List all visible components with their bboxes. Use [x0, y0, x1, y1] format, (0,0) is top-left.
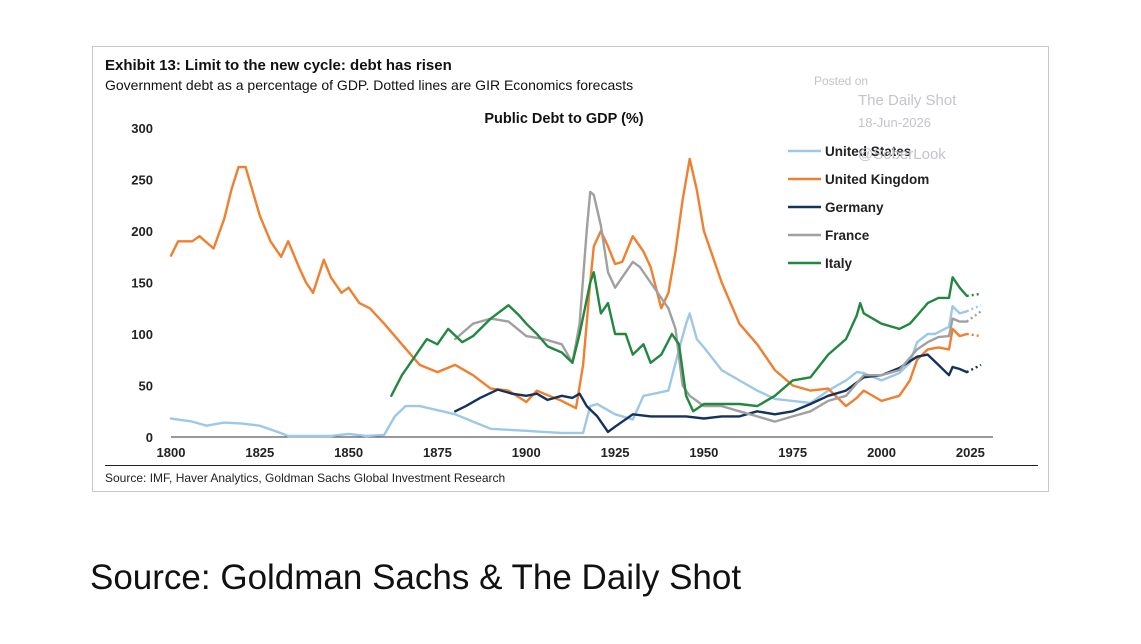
series-line-united-states: [169, 305, 968, 438]
y-tick-label: 100: [131, 327, 153, 342]
legend-label-united-states: United States: [825, 144, 911, 159]
series-line-france: [454, 190, 968, 423]
series-forecast-italy: [966, 292, 982, 298]
series-line-germany: [454, 353, 968, 434]
legend-label-italy: Italy: [825, 256, 853, 271]
chart-exhibit: Exhibit 13: Limit to the new cycle: debt…: [92, 46, 1049, 492]
series-forecast-united-states: [966, 304, 982, 313]
watermark-brand: The Daily Shot: [858, 92, 957, 109]
x-tick-label: 1950: [689, 445, 718, 460]
y-tick-label: 50: [139, 379, 153, 394]
footer-caption: Source: Goldman Sachs & The Daily Shot: [90, 558, 742, 597]
x-tick-label: 1925: [601, 445, 630, 460]
x-tick-label: 1875: [423, 445, 452, 460]
legend-label-germany: Germany: [825, 200, 884, 215]
x-tick-label: 1800: [157, 445, 186, 460]
series-line-italy: [390, 271, 968, 413]
x-tick-label: 2025: [956, 445, 985, 460]
y-tick-label: 200: [131, 224, 153, 239]
series-forecast-france: [966, 310, 982, 323]
x-tick-label: 1900: [512, 445, 541, 460]
source-divider: [105, 465, 1038, 466]
exhibit-subtitle: Government debt as a percentage of GDP. …: [105, 77, 634, 93]
x-tick-label: 2000: [867, 445, 896, 460]
y-tick-label: 150: [131, 276, 153, 291]
x-tick-label: 1850: [334, 445, 363, 460]
line-chart: Public Debt to GDP (%) 0 50 100 150 200 250 300…: [131, 111, 993, 460]
watermark-handle: @SoberLook: [858, 146, 946, 163]
chart-title: Public Debt to GDP (%): [484, 111, 643, 127]
exhibit-title: Exhibit 13: Limit to the new cycle: debt…: [105, 57, 452, 74]
series-forecast-united-kingdom: [966, 332, 982, 338]
watermark-posted-on: Posted on: [814, 74, 869, 88]
y-tick-label: 0: [146, 430, 153, 445]
watermark-date: 18-Jun-2026: [858, 115, 931, 130]
legend-label-france: France: [825, 228, 870, 243]
x-tick-label: 1825: [245, 445, 274, 460]
legend-label-united-kingdom: United Kingdom: [825, 172, 929, 187]
series-forecast-germany: [966, 363, 982, 374]
y-tick-label: 300: [131, 121, 153, 136]
source-note: Source: IMF, Haver Analytics, Goldman Sa…: [105, 471, 506, 485]
series-line-united-kingdom: [169, 157, 968, 410]
x-tick-label: 1975: [778, 445, 807, 460]
y-tick-label: 250: [131, 173, 153, 188]
